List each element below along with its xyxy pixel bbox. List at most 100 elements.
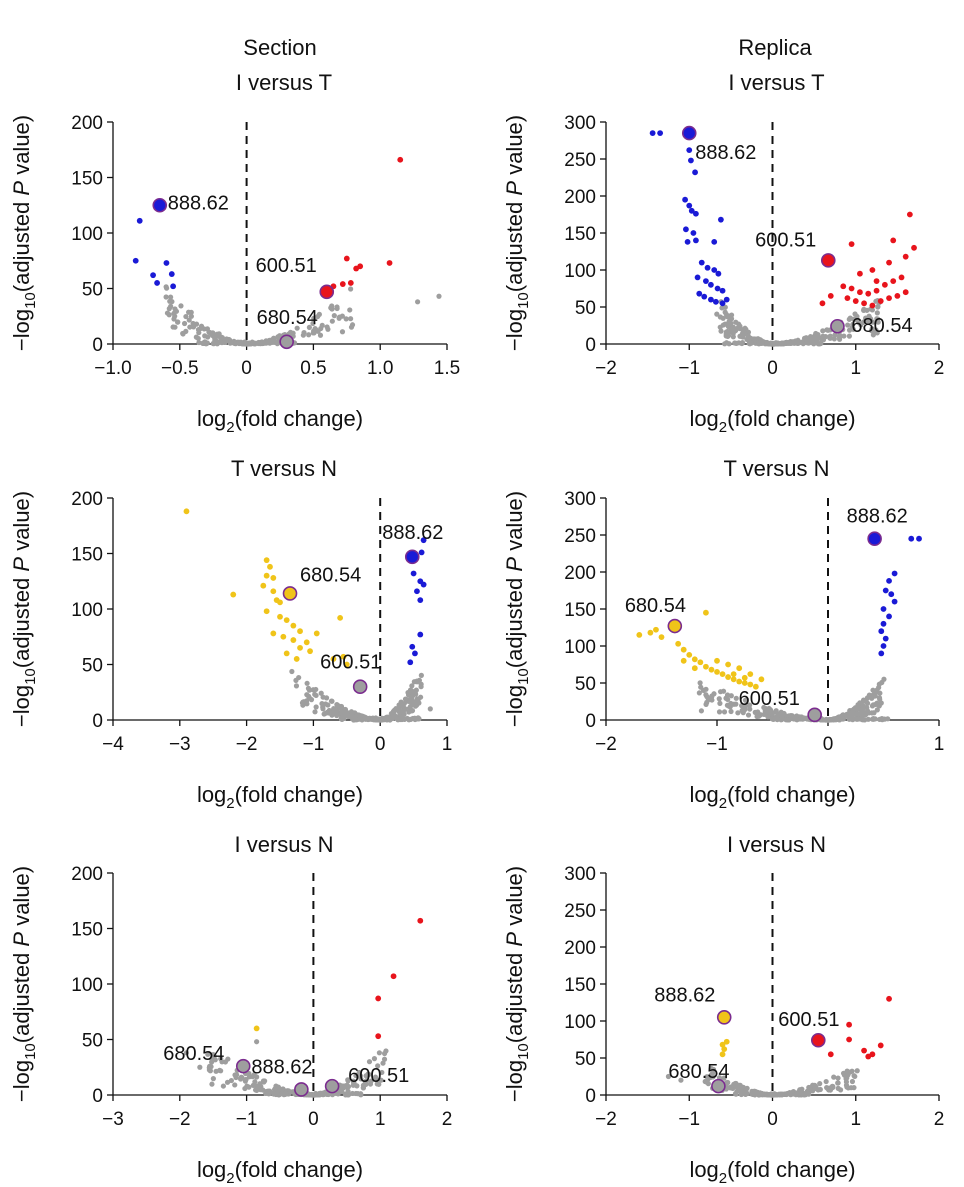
background-point <box>696 690 702 696</box>
background-point <box>343 316 349 322</box>
data-point <box>653 626 659 633</box>
background-point <box>849 325 855 331</box>
background-point <box>415 299 421 305</box>
background-point <box>163 284 169 290</box>
y-tick-label: 100 <box>71 224 103 245</box>
background-point <box>758 1091 764 1097</box>
x-tick-label: −1 <box>678 358 700 379</box>
background-point <box>861 698 867 704</box>
data-point <box>846 1036 852 1043</box>
data-point <box>420 537 427 544</box>
data-point <box>339 281 346 287</box>
background-point <box>196 339 202 346</box>
y-tick-label: 200 <box>71 864 103 885</box>
background-point <box>334 304 340 310</box>
background-point <box>349 1090 356 1097</box>
background-point <box>843 1079 850 1085</box>
x-axis-label: log2(fold change) <box>197 782 363 812</box>
y-tick-label: 200 <box>71 489 103 510</box>
background-point <box>407 703 414 710</box>
y-tick-label: 150 <box>71 545 103 566</box>
background-point <box>857 700 863 706</box>
panel-section-i-vs-n: I versus N 0 50 100 150 200 −3 −2 −1 0 1 2 log2(fold… <box>9 832 452 1187</box>
background-point <box>727 704 733 710</box>
data-point <box>880 606 887 612</box>
y-tick-label: 150 <box>564 224 596 245</box>
data-point <box>277 613 283 620</box>
data-point <box>902 253 909 260</box>
background-point <box>168 303 174 309</box>
background-point <box>366 1071 372 1078</box>
data-point <box>908 535 915 542</box>
data-point <box>714 669 720 675</box>
background-point <box>837 332 843 339</box>
background-point <box>181 320 188 327</box>
data-point <box>263 557 270 564</box>
data-point <box>409 643 416 650</box>
background-point <box>274 341 280 347</box>
background-point <box>339 313 345 319</box>
data-point <box>704 264 711 271</box>
background-point <box>737 323 743 329</box>
background-point <box>178 303 184 309</box>
background-point <box>733 695 739 701</box>
x-tick-label: −1.0 <box>94 358 132 379</box>
background-point <box>415 696 421 703</box>
y-tick-label: 50 <box>575 1049 596 1070</box>
data-point <box>882 635 889 642</box>
background-cloud <box>163 284 442 347</box>
background-point <box>408 716 414 722</box>
data-point <box>877 298 884 304</box>
y-tick-label: 0 <box>585 711 596 732</box>
highlight-marker-600-51 <box>319 284 335 300</box>
annotation-label: 680.54 <box>851 315 912 337</box>
background-point <box>733 319 739 325</box>
background-point <box>402 696 409 702</box>
background-point <box>334 708 340 714</box>
background-point <box>770 716 776 723</box>
background-point <box>720 315 726 321</box>
data-point <box>414 588 420 595</box>
data-point <box>725 674 731 680</box>
y-tick-label: 50 <box>575 298 596 319</box>
background-point <box>331 705 337 712</box>
y-tick-label: 0 <box>92 335 103 356</box>
x-tick-label: −1 <box>706 734 728 755</box>
background-point <box>865 319 871 325</box>
background-point <box>168 294 174 300</box>
background-point <box>698 684 704 690</box>
data-point <box>684 238 691 245</box>
y-tick-label: 250 <box>564 150 596 171</box>
background-point <box>724 314 730 320</box>
x-tick-label: 2 <box>934 1109 945 1130</box>
background-point <box>413 701 419 707</box>
panel-replica-t-vs-n: T versus N 0 50 100 150 200 250 300 −2 −1 0 1 log2(f… <box>502 456 944 812</box>
data-point <box>691 656 698 663</box>
background-point <box>357 716 364 722</box>
background-point <box>306 332 312 338</box>
data-point <box>844 295 851 302</box>
background-point <box>721 709 728 715</box>
background-point <box>180 331 186 337</box>
x-tick-label: −3 <box>102 1109 124 1130</box>
background-point <box>831 716 837 722</box>
annotation-label: 888.62 <box>654 984 715 1006</box>
background-point <box>250 340 256 347</box>
background-point <box>678 1077 684 1083</box>
data-point <box>407 659 414 666</box>
data-point <box>260 582 267 589</box>
x-tick-label: 2 <box>442 1109 453 1130</box>
y-tick-label: 100 <box>564 261 596 282</box>
background-point <box>826 717 832 723</box>
background-point <box>811 341 817 347</box>
background-point <box>409 683 415 689</box>
background-point <box>772 709 778 715</box>
background-point <box>849 1068 855 1074</box>
data-point <box>877 1042 884 1049</box>
data-point <box>902 289 909 296</box>
background-point <box>326 710 332 716</box>
data-point <box>183 508 190 515</box>
series-significant-up <box>827 995 892 1060</box>
data-point <box>132 257 139 264</box>
data-point <box>410 570 417 577</box>
